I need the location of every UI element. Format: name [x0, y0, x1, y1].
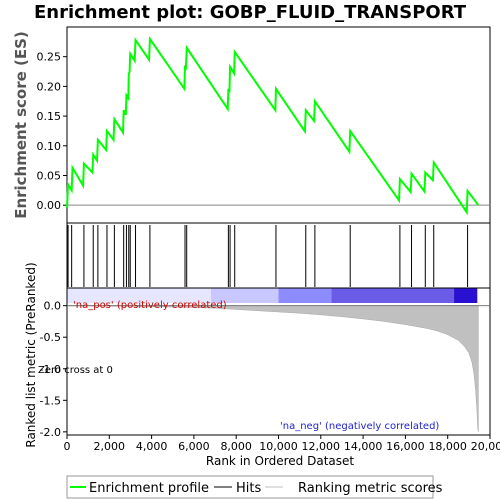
heatbar-segment — [331, 288, 454, 303]
es-y-tick-label: 0.25 — [37, 51, 62, 64]
hits-panel — [67, 223, 490, 288]
x-tick-label: 0 — [64, 440, 71, 453]
es-y-tick-label: 0.10 — [37, 140, 62, 153]
x-ticks: 0 2,000 4,000 6,000 8,000 10,000 12,000 14,000 1… — [64, 435, 500, 453]
x-tick-label: 10,000 — [259, 440, 298, 453]
legend-enrichment-label: Enrichment profile — [89, 481, 209, 496]
metric-panel: 0.0-0.5-1.0-1.5-2.0 0 2,000 4,000 6,000 8,00… — [24, 262, 500, 468]
x-tick-label: 14,000 — [344, 440, 383, 453]
es-y-tick-label: 0.05 — [37, 169, 62, 182]
negative-correlation-label: 'na_neg' (negatively correlated) — [280, 421, 439, 432]
metric-y-tick-label: -2.0 — [40, 426, 61, 439]
metric-y-tick-label: -1.5 — [40, 394, 61, 407]
es-y-axis-label: Enrichment score (ES) — [12, 31, 30, 219]
metric-y-axis-label: Ranked list metric (PreRanked) — [24, 262, 38, 447]
chart-title: Enrichment plot: GOBP_FLUID_TRANSPORT — [34, 2, 467, 23]
x-tick-label: 12,000 — [302, 440, 341, 453]
legend: Enrichment profile Hits Ranking metric s… — [67, 476, 443, 498]
es-y-ticks: 0.00 0.05 0.10 0.15 0.20 0.25 — [37, 51, 68, 212]
x-tick-label: 4,000 — [136, 440, 168, 453]
es-y-tick-label: 0.20 — [37, 80, 62, 93]
heatbar-segment — [279, 288, 332, 303]
x-tick-label: 2,000 — [94, 440, 126, 453]
x-tick-label: 18,000 — [428, 440, 467, 453]
legend-hits-label: Hits — [236, 481, 261, 496]
es-panel: 0.00 0.05 0.10 0.15 0.20 0.25 Enrichment scor… — [12, 27, 490, 223]
heatbar-segment — [454, 288, 477, 303]
x-tick-label: 20,000 — [471, 440, 500, 453]
zero-cross-label: Zero cross at 0 — [38, 365, 113, 376]
legend-metric-label: Ranking metric scores — [298, 481, 443, 496]
x-axis-label: Rank in Ordered Dataset — [206, 454, 354, 468]
metric-y-tick-label: -0.5 — [40, 331, 61, 344]
x-tick-label: 8,000 — [220, 440, 252, 453]
metric-y-tick-label: 0.0 — [44, 300, 62, 313]
es-y-tick-label: 0.00 — [37, 199, 62, 212]
es-y-tick-label: 0.15 — [37, 110, 62, 123]
ranking-metric-area — [67, 306, 478, 432]
positive-correlation-label: 'na_pos' (positively correlated) — [73, 300, 227, 311]
x-tick-label: 16,000 — [386, 440, 425, 453]
x-tick-label: 6,000 — [178, 440, 210, 453]
